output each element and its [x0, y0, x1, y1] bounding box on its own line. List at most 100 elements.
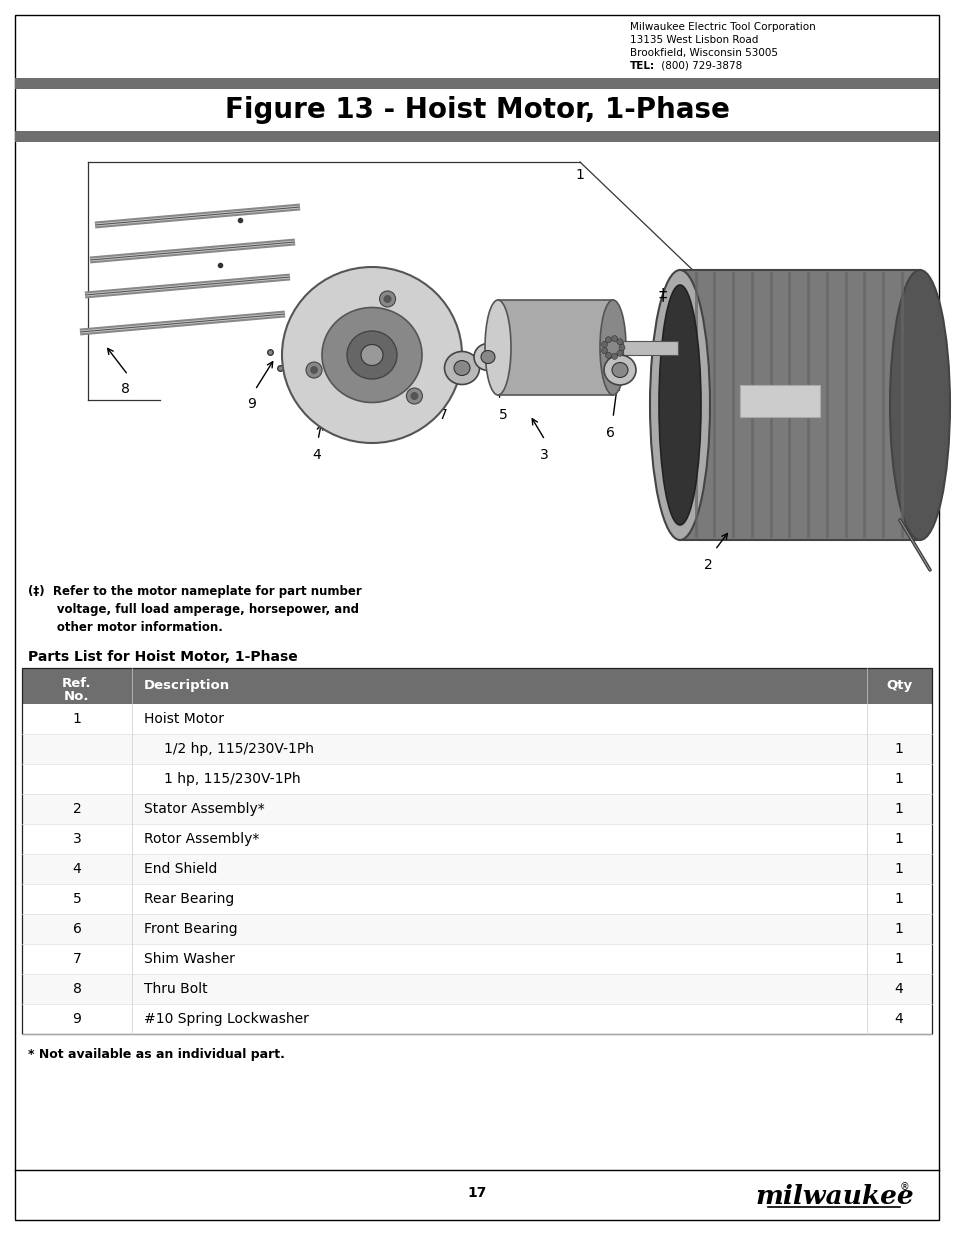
- Text: 13135 West Lisbon Road: 13135 West Lisbon Road: [629, 35, 758, 44]
- Ellipse shape: [347, 331, 396, 379]
- Circle shape: [410, 391, 418, 400]
- Ellipse shape: [612, 363, 627, 378]
- Text: Rotor Assembly*: Rotor Assembly*: [144, 832, 259, 846]
- Ellipse shape: [444, 352, 479, 384]
- Text: 9: 9: [247, 396, 256, 411]
- Circle shape: [605, 352, 611, 358]
- Text: 1: 1: [894, 892, 902, 906]
- Bar: [22, 914, 931, 944]
- Text: Figure 13 - Hoist Motor, 1-Phase: Figure 13 - Hoist Motor, 1-Phase: [224, 96, 729, 124]
- Bar: [844, 272, 847, 538]
- Circle shape: [310, 366, 317, 374]
- Text: 4: 4: [72, 862, 81, 876]
- Text: 3: 3: [539, 448, 548, 462]
- Circle shape: [617, 338, 622, 345]
- Bar: [882, 272, 884, 538]
- Text: Description: Description: [144, 679, 230, 693]
- Bar: [22, 668, 931, 1034]
- Text: 1 hp, 115/230V-1Ph: 1 hp, 115/230V-1Ph: [164, 772, 300, 785]
- Text: 1: 1: [894, 862, 902, 876]
- Text: No.: No.: [64, 690, 90, 703]
- Circle shape: [611, 353, 617, 359]
- Text: 8: 8: [120, 382, 130, 396]
- Bar: [22, 668, 931, 704]
- Text: ‡: ‡: [659, 287, 666, 304]
- Text: Qty: Qty: [885, 679, 911, 693]
- Ellipse shape: [360, 345, 382, 366]
- Text: (800) 729-3878: (800) 729-3878: [658, 61, 741, 70]
- Text: Hoist Motor: Hoist Motor: [144, 713, 224, 726]
- Bar: [15, 131, 938, 142]
- Bar: [22, 794, 931, 824]
- Bar: [22, 1004, 931, 1034]
- Text: Milwaukee Electric Tool Corporation: Milwaukee Electric Tool Corporation: [629, 22, 815, 32]
- Text: End Shield: End Shield: [144, 862, 217, 876]
- Text: 7: 7: [72, 952, 81, 966]
- Text: 4: 4: [894, 1011, 902, 1026]
- Ellipse shape: [282, 267, 461, 443]
- Text: 1: 1: [894, 742, 902, 756]
- Text: 8: 8: [72, 982, 81, 995]
- Ellipse shape: [649, 270, 709, 540]
- Circle shape: [611, 336, 617, 342]
- Bar: [769, 272, 772, 538]
- Text: 1: 1: [894, 923, 902, 936]
- Bar: [22, 853, 931, 884]
- Bar: [15, 78, 938, 89]
- Ellipse shape: [599, 300, 625, 395]
- Text: 4: 4: [313, 448, 321, 462]
- Bar: [712, 272, 716, 538]
- Circle shape: [617, 351, 622, 356]
- Text: 9: 9: [72, 1011, 81, 1026]
- Bar: [787, 272, 790, 538]
- Bar: [750, 272, 753, 538]
- Text: 5: 5: [498, 408, 507, 422]
- Circle shape: [306, 362, 322, 378]
- Text: Parts List for Hoist Motor, 1-Phase: Parts List for Hoist Motor, 1-Phase: [28, 650, 297, 664]
- Text: 5: 5: [72, 892, 81, 906]
- Bar: [497, 300, 613, 395]
- Ellipse shape: [659, 285, 700, 525]
- Bar: [22, 824, 931, 853]
- Text: 4: 4: [894, 982, 902, 995]
- Text: 1/2 hp, 115/230V-1Ph: 1/2 hp, 115/230V-1Ph: [164, 742, 314, 756]
- Text: * Not available as an individual part.: * Not available as an individual part.: [28, 1049, 285, 1061]
- Text: 2: 2: [703, 558, 712, 572]
- Ellipse shape: [454, 361, 470, 375]
- Text: #10 Spring Lockwasher: #10 Spring Lockwasher: [144, 1011, 309, 1026]
- Text: 17: 17: [467, 1186, 486, 1200]
- Text: Stator Assembly*: Stator Assembly*: [144, 802, 265, 816]
- Text: Rear Bearing: Rear Bearing: [144, 892, 234, 906]
- Circle shape: [601, 341, 607, 347]
- Text: Thru Bolt: Thru Bolt: [144, 982, 208, 995]
- Text: 6: 6: [605, 426, 614, 440]
- Circle shape: [383, 295, 391, 303]
- Bar: [900, 272, 903, 538]
- Bar: [825, 272, 828, 538]
- Circle shape: [605, 337, 611, 342]
- Text: 3: 3: [72, 832, 81, 846]
- Text: 2: 2: [72, 802, 81, 816]
- Bar: [740, 385, 820, 417]
- Bar: [731, 272, 734, 538]
- Text: Brookfield, Wisconsin 53005: Brookfield, Wisconsin 53005: [629, 48, 778, 58]
- Text: 1: 1: [894, 802, 902, 816]
- Circle shape: [618, 345, 624, 351]
- Bar: [22, 704, 931, 734]
- Text: ®: ®: [900, 1182, 909, 1192]
- Text: 1: 1: [894, 952, 902, 966]
- Text: (‡)  Refer to the motor nameplate for part number
       voltage, full load ampe: (‡) Refer to the motor nameplate for par…: [28, 585, 361, 634]
- Ellipse shape: [603, 354, 636, 385]
- Text: 6: 6: [72, 923, 81, 936]
- Bar: [622, 341, 678, 354]
- Ellipse shape: [474, 343, 501, 370]
- Text: 7: 7: [438, 408, 447, 422]
- Circle shape: [601, 347, 607, 353]
- Text: 1: 1: [894, 832, 902, 846]
- Circle shape: [379, 291, 395, 308]
- Text: 1: 1: [72, 713, 81, 726]
- Bar: [695, 272, 698, 538]
- Text: Ref.: Ref.: [62, 677, 91, 690]
- Text: milwaukee: milwaukee: [755, 1184, 913, 1209]
- Text: 1: 1: [894, 772, 902, 785]
